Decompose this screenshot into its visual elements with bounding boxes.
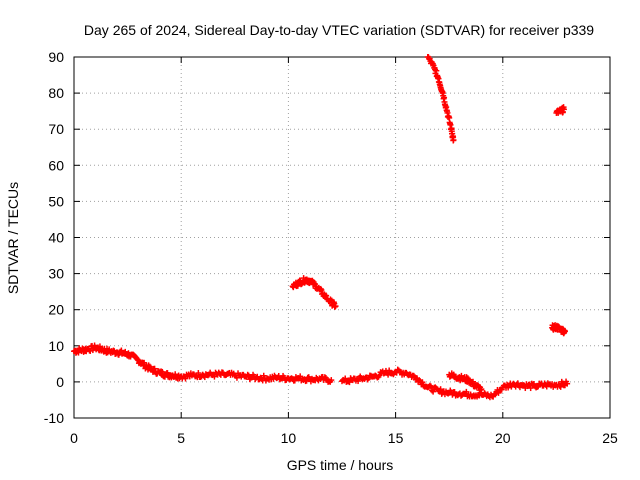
data-point — [439, 88, 446, 95]
data-point — [492, 390, 499, 397]
x-axis-label: GPS time / hours — [287, 457, 394, 473]
x-tick-label: 20 — [495, 430, 511, 446]
data-point — [272, 374, 279, 381]
data-point — [561, 382, 568, 389]
data-point — [426, 382, 433, 389]
data-point — [435, 75, 442, 82]
data-point — [172, 371, 179, 378]
data-point — [450, 137, 457, 144]
x-tick-label: 5 — [177, 430, 185, 446]
data-point — [495, 389, 502, 396]
data-point — [430, 388, 437, 395]
data-point — [195, 370, 202, 377]
grid-lines — [74, 57, 610, 418]
y-tick-label: 80 — [48, 85, 64, 101]
data-point — [332, 303, 339, 310]
y-tick-label: 70 — [48, 121, 64, 137]
data-point — [151, 365, 158, 372]
data-points — [71, 54, 571, 401]
x-tick-label: 10 — [281, 430, 297, 446]
data-point — [498, 386, 505, 393]
y-tick-label: 10 — [48, 338, 64, 354]
data-point — [433, 67, 440, 74]
data-point — [141, 359, 148, 366]
data-point — [229, 371, 236, 378]
data-point — [133, 355, 140, 362]
y-tick-label: 50 — [48, 193, 64, 209]
x-tick-label: 25 — [602, 430, 618, 446]
y-tick-label: 30 — [48, 266, 64, 282]
x-tick-label: 0 — [70, 430, 78, 446]
data-point — [416, 377, 423, 384]
data-point — [427, 383, 434, 390]
data-point — [561, 327, 568, 334]
y-axis-ticks: -10 0 10 20 30 40 50 60 70 80 90 — [44, 49, 610, 426]
y-tick-label: -10 — [44, 410, 64, 426]
data-point — [464, 375, 471, 382]
x-tick-label: 15 — [388, 430, 404, 446]
x-axis-ticks: 0 5 10 15 20 25 — [70, 57, 618, 446]
data-point — [445, 390, 452, 397]
y-tick-label: 20 — [48, 302, 64, 318]
data-point — [433, 385, 440, 392]
data-point — [244, 371, 251, 378]
y-tick-label: 60 — [48, 157, 64, 173]
data-point — [477, 386, 484, 393]
data-point — [560, 104, 567, 111]
data-point — [327, 378, 334, 385]
data-point — [563, 378, 570, 385]
y-tick-label: 90 — [48, 49, 64, 65]
y-tick-label: 40 — [48, 230, 64, 246]
data-point — [530, 380, 537, 387]
chart-title: Day 265 of 2024, Sidereal Day-to-day VTE… — [84, 22, 594, 38]
data-point — [305, 374, 312, 381]
data-point — [186, 373, 193, 380]
data-point — [355, 378, 362, 385]
y-axis-label: SDTVAR / TECUs — [5, 182, 21, 294]
data-point — [437, 386, 444, 393]
data-point — [557, 383, 564, 390]
data-point — [419, 379, 426, 386]
data-point — [463, 388, 470, 395]
data-point — [323, 292, 330, 299]
y-tick-label: 0 — [56, 374, 64, 390]
data-point — [527, 385, 534, 392]
